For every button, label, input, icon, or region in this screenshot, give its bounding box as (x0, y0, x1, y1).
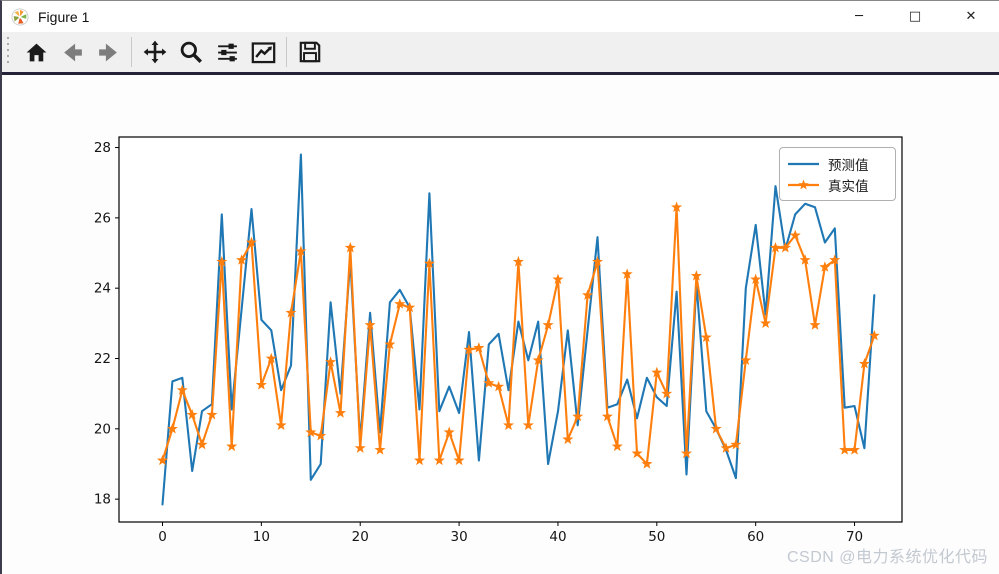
navigation-toolbar (2, 32, 999, 72)
forward-icon (98, 43, 117, 61)
svg-text:24: 24 (94, 281, 111, 297)
svg-text:26: 26 (94, 210, 111, 226)
svg-text:40: 40 (549, 529, 566, 545)
zoom-button[interactable] (173, 35, 209, 69)
legend: 预测值 真实值 (779, 147, 896, 201)
svg-text:22: 22 (94, 351, 111, 367)
legend-item-actual: 真实值 (787, 174, 886, 195)
plot-area[interactable]: 0 10 20 30 40 50 60 70 18 20 22 24 26 28 (2, 75, 999, 574)
matplotlib-logo-icon (11, 7, 29, 26)
svg-text:50: 50 (648, 529, 665, 545)
svg-text:28: 28 (94, 140, 111, 156)
figure-canvas[interactable]: 0 10 20 30 40 50 60 70 18 20 22 24 26 28 预测值 真实值 CSDN… (2, 75, 999, 574)
svg-text:70: 70 (846, 529, 863, 545)
minimize-button[interactable]: ─ (855, 9, 863, 24)
save-button[interactable] (292, 35, 328, 69)
pan-icon (143, 40, 167, 64)
forward-button[interactable] (90, 35, 126, 69)
svg-text:20: 20 (94, 421, 111, 437)
legend-item-predicted: 预测值 (787, 153, 886, 174)
toolbar-separator (131, 37, 132, 67)
toolbar-divider (2, 72, 999, 75)
axes-editor-icon (251, 41, 275, 63)
configure-subplots-button[interactable] (209, 35, 245, 69)
back-button[interactable] (54, 35, 90, 69)
maximize-button[interactable]: □ (908, 9, 922, 24)
title-bar: Figure 1 ─ □ ✕ (2, 1, 999, 32)
legend-label: 真实值 (828, 178, 869, 194)
toolbar-separator (286, 37, 287, 67)
save-icon (299, 41, 321, 63)
svg-text:0: 0 (158, 529, 167, 545)
svg-text:60: 60 (747, 529, 764, 545)
zoom-icon (180, 41, 202, 63)
close-button[interactable]: ✕ (965, 9, 977, 24)
pan-button[interactable] (137, 35, 173, 69)
legend-line-sample-blue (788, 162, 819, 165)
home-button[interactable] (18, 35, 54, 69)
edit-axes-button[interactable] (245, 35, 281, 69)
svg-text:10: 10 (253, 529, 270, 545)
subplots-icon (217, 43, 237, 61)
back-icon (63, 43, 82, 61)
window-title: Figure 1 (38, 8, 90, 25)
toolbar-grip[interactable] (4, 37, 12, 67)
svg-text:18: 18 (94, 492, 111, 508)
home-icon (26, 43, 46, 61)
legend-label: 预测值 (828, 157, 869, 173)
svg-text:30: 30 (450, 529, 467, 545)
svg-text:20: 20 (352, 529, 369, 545)
legend-line-star-sample-orange (788, 179, 819, 189)
csdn-watermark: CSDN @电力系统优化代码 (786, 549, 988, 566)
